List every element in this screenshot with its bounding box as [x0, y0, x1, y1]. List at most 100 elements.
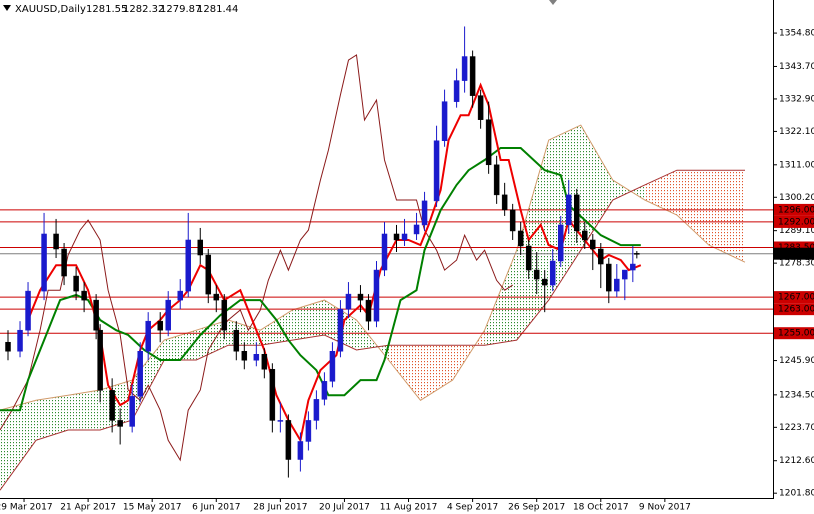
candle-body [213, 293, 220, 301]
x-tick-label: 15 May 2017 [123, 503, 182, 513]
candle-body [129, 396, 135, 427]
level-label: 1267.00 [778, 293, 814, 303]
x-tick-label: 28 Jun 2017 [253, 503, 307, 513]
candle-body [241, 350, 248, 361]
y-tick-label: 1289.10 [779, 226, 814, 236]
header-open: 1281.55 [86, 4, 127, 15]
cloud-segment [68, 390, 101, 431]
level-tag [774, 203, 814, 216]
symbol-label: XAUUSD,Daily [15, 4, 86, 15]
candle-body [365, 299, 372, 322]
candle-body [205, 254, 212, 295]
candle-body [253, 354, 260, 361]
candle-body [137, 350, 143, 397]
candle-layer [5, 26, 640, 478]
candle-body [313, 399, 320, 421]
candle-body [622, 269, 628, 280]
cloud-segment [548, 125, 581, 301]
candle-body [117, 420, 123, 427]
candle-body [185, 239, 191, 292]
level-tag [774, 291, 814, 304]
candle-body [53, 233, 59, 250]
candle-body [25, 290, 31, 331]
level-tag [774, 303, 814, 316]
candle-body [41, 233, 47, 292]
cloud-segment [516, 140, 549, 341]
candle-body [614, 278, 620, 292]
header-close: 1281.44 [197, 4, 238, 15]
candle-body [337, 308, 344, 352]
header-high: 1282.32 [123, 4, 164, 15]
cloud-segment [0, 400, 37, 491]
candle-body [441, 101, 448, 141]
candle-body [61, 248, 67, 277]
y-tick-label: 1234.50 [779, 390, 814, 400]
cloud-segment [260, 310, 293, 346]
y-tick-label: 1322.10 [779, 127, 814, 137]
candle-body [73, 275, 79, 292]
candle-body [525, 245, 532, 271]
x-tick-label: 9 Nov 2017 [639, 503, 691, 513]
level-label: 1296.00 [778, 205, 814, 215]
x-tick-label: 4 Sep 2017 [447, 503, 498, 513]
candle-body [493, 164, 500, 196]
candle-body [381, 233, 388, 271]
cloud-segment [484, 250, 517, 346]
candle-body [81, 290, 87, 301]
candle-body [269, 369, 276, 421]
candle-body [582, 230, 588, 241]
y-tick-label: 1223.70 [779, 423, 814, 433]
cloud-segment [36, 395, 69, 441]
level-tag [774, 215, 814, 228]
x-tick-label: 20 Jul 2017 [319, 503, 370, 513]
x-tick-label: 18 Oct 2017 [573, 503, 629, 513]
x-tick-label: 26 Sep 2017 [508, 503, 565, 513]
cloud-segment [388, 345, 421, 401]
y-tick-label: 1278.30 [779, 259, 814, 269]
chart-shift-marker[interactable] [549, 0, 557, 5]
header-low: 1279.87 [160, 4, 201, 15]
candle-body [109, 390, 115, 421]
candle-body [485, 119, 492, 166]
menu-triangle[interactable] [3, 5, 11, 11]
candle-body [533, 269, 540, 280]
cloud-segment [708, 170, 745, 263]
level-label: 1263.00 [778, 305, 814, 315]
candle-body [221, 299, 228, 331]
candle-body [598, 248, 604, 265]
candle-body [261, 354, 268, 370]
y-tick-label: 1311.00 [779, 160, 814, 170]
candle-body [393, 233, 400, 241]
candle-body [5, 341, 11, 352]
level-label: 1292.00 [778, 217, 814, 227]
candle-body [541, 278, 548, 286]
candle-body [477, 95, 484, 120]
last-price-tag [774, 247, 814, 260]
cloud-segment [676, 170, 709, 246]
x-tick-label: 11 Aug 2017 [380, 503, 438, 513]
y-tick-label: 1201.80 [779, 489, 814, 499]
candle-body [549, 260, 556, 286]
y-tick-label: 1332.90 [779, 94, 814, 104]
candle-body [401, 233, 408, 241]
y-tick-label: 1300.20 [779, 193, 814, 203]
candle-body [557, 224, 564, 262]
candle-body [433, 140, 440, 202]
y-tick-label: 1354.80 [779, 29, 814, 39]
candle-body [345, 293, 352, 310]
cloud-segment [420, 345, 453, 401]
candle-body [329, 350, 336, 382]
axis-layer: 1354.80 1343.70 1332.90 1322.10 1311.00 1300.… [0, 29, 814, 513]
candle-body [469, 56, 476, 96]
candle-body [565, 194, 572, 226]
candle-body [97, 329, 103, 391]
candle-body [501, 194, 508, 211]
x-tick-label: 6 Jun 2017 [192, 503, 240, 513]
candle-body [461, 56, 468, 81]
cloud-layer [0, 124, 746, 491]
candle-body [277, 420, 284, 422]
candle-body [177, 290, 183, 301]
